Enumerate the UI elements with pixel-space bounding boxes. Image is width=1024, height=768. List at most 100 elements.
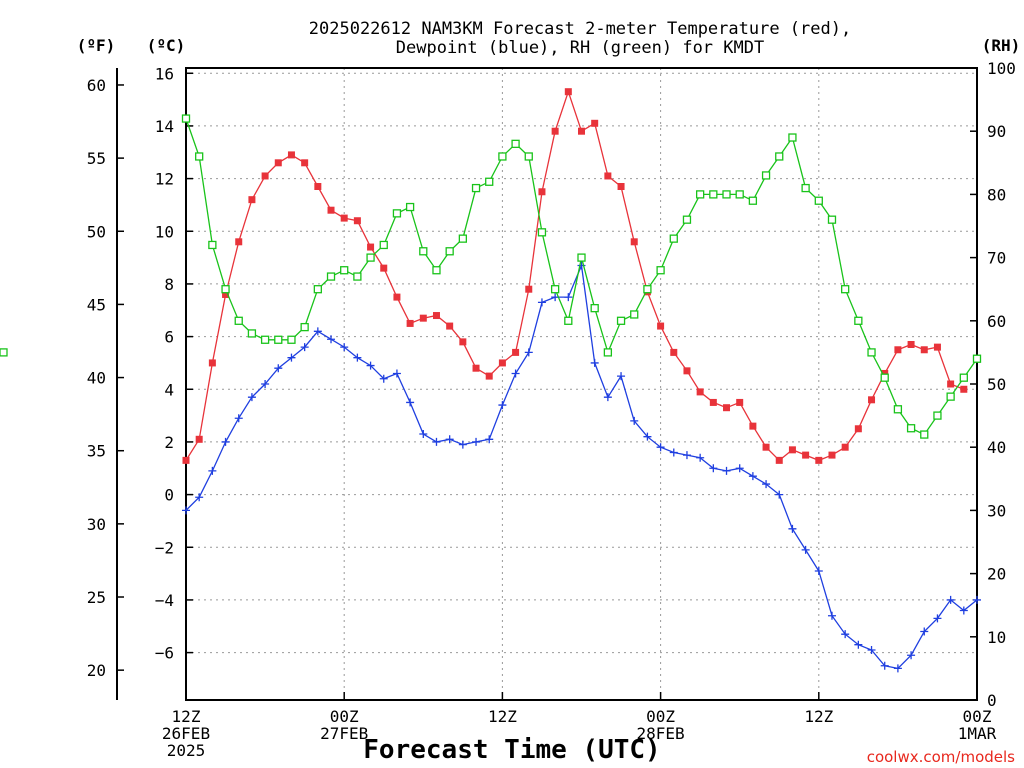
series-line — [185, 89, 965, 462]
data-point — [340, 214, 348, 222]
data-point — [512, 348, 520, 356]
data-point — [630, 310, 639, 319]
data-point — [405, 202, 415, 212]
data-point — [208, 359, 216, 367]
data-point — [221, 437, 230, 446]
data-point — [445, 435, 454, 444]
data-point — [854, 425, 862, 433]
data-point — [380, 264, 388, 272]
time-tick-label: 26FEB — [162, 724, 210, 743]
data-point — [590, 358, 599, 367]
data-point — [208, 466, 217, 475]
fahrenheit-tick-label: 55 — [87, 149, 106, 168]
data-point — [458, 234, 468, 243]
data-point — [947, 380, 955, 388]
data-point — [616, 316, 626, 325]
data-point — [590, 304, 599, 313]
time-tick-label: 00Z — [963, 707, 992, 726]
data-point — [973, 595, 981, 604]
data-point — [920, 346, 928, 354]
data-point — [735, 190, 744, 199]
data-point — [353, 353, 362, 362]
data-point — [683, 367, 691, 375]
data-point — [353, 272, 362, 281]
celsius-tick-label: −4 — [155, 591, 174, 610]
data-point — [828, 451, 836, 459]
time-tick-label: 28FEB — [637, 724, 685, 743]
data-point — [432, 312, 440, 320]
data-point — [247, 393, 256, 402]
data-point — [880, 661, 889, 670]
data-point — [722, 190, 731, 199]
data-point — [221, 285, 230, 294]
data-point — [749, 422, 757, 430]
data-point — [775, 152, 784, 161]
data-point — [841, 443, 849, 451]
data-point — [432, 437, 441, 446]
data-point — [854, 316, 863, 325]
data-point — [301, 159, 309, 167]
celsius-tick-label: 14 — [155, 117, 174, 136]
data-point — [841, 630, 850, 639]
data-point — [498, 401, 507, 410]
data-point — [762, 480, 771, 489]
data-point — [551, 127, 559, 135]
time-tick-label: 1MAR — [958, 724, 997, 743]
data-point — [722, 466, 731, 475]
data-point — [458, 440, 467, 449]
fahrenheit-axis: 60 55 50 45 40 35 30 25 20 — [87, 76, 124, 680]
time-tick-label: 12Z — [804, 707, 833, 726]
data-point — [946, 595, 955, 604]
data-point — [274, 159, 282, 167]
data-point — [234, 414, 243, 423]
data-point — [392, 209, 402, 218]
data-point — [406, 398, 415, 407]
data-point — [630, 416, 639, 425]
data-point — [498, 152, 507, 161]
data-point — [511, 369, 520, 378]
rh-tick-label: 70 — [987, 249, 1006, 268]
x-axis-title: Forecast Time (UTC) — [363, 735, 660, 765]
data-point — [366, 253, 375, 262]
data-point — [485, 372, 493, 380]
rh-tick-label: 60 — [987, 312, 1006, 331]
data-point — [0, 348, 8, 357]
data-point — [736, 398, 744, 406]
rh-tick-label: 80 — [987, 185, 1006, 204]
data-point — [893, 664, 902, 673]
time-tick-label: 27FEB — [320, 724, 368, 743]
data-point — [327, 335, 336, 344]
data-point — [723, 404, 731, 412]
data-point — [287, 353, 296, 362]
data-point — [577, 253, 586, 262]
data-point — [696, 190, 705, 199]
data-point — [603, 393, 612, 402]
data-point — [603, 348, 613, 357]
data-point — [709, 464, 718, 473]
data-point — [867, 348, 876, 357]
data-point — [617, 372, 626, 381]
fahrenheit-tick-label: 20 — [87, 661, 106, 680]
data-point — [802, 451, 810, 459]
fahrenheit-tick-label: 40 — [87, 369, 106, 388]
data-point — [630, 238, 638, 246]
data-point — [524, 348, 533, 357]
data-point — [656, 266, 665, 275]
fahrenheit-unit-label: (ºF) — [77, 36, 116, 55]
data-point — [669, 234, 678, 243]
data-point — [669, 448, 678, 457]
data-point — [959, 606, 968, 615]
data-point — [643, 285, 652, 294]
data-point — [314, 183, 322, 190]
data-point — [709, 190, 718, 199]
rh-tick-label: 0 — [987, 691, 997, 710]
time-tick-label: 00Z — [330, 707, 359, 726]
data-point — [248, 196, 256, 204]
data-point — [234, 316, 243, 325]
data-point — [564, 293, 573, 302]
data-point — [471, 183, 481, 193]
data-point — [748, 472, 757, 481]
data-point — [761, 171, 771, 180]
data-point — [274, 335, 283, 344]
